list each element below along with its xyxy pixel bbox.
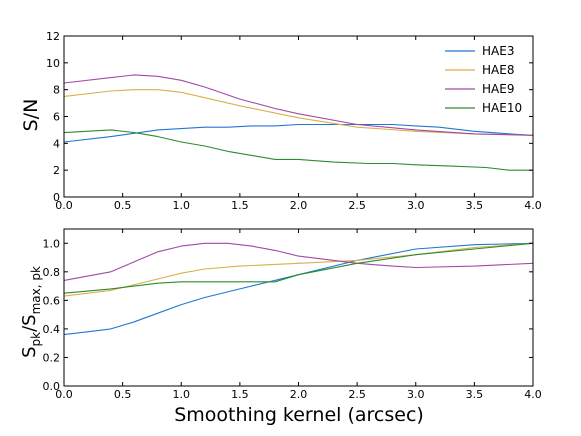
bottom-xtick-label: 3.5	[466, 388, 484, 401]
top-ytick-label: 8	[53, 84, 60, 97]
bottom-panel-peak-ratio: 0.0 0.5 1.0 1.5 2.0 2.5 3.0 3.5 4.0 0.0 0.2 0.4 0.6 0…	[43, 228, 542, 401]
legend-label-hae8: HAE8	[482, 63, 514, 77]
top-xtick-label: 1.5	[231, 199, 249, 212]
bottom-xlabel: Smoothing kernel (arcsec)	[174, 404, 424, 426]
top-series-line-hae10	[63, 129, 533, 171]
bottom-ylabel-s1: S	[19, 346, 40, 357]
top-xtick-label: 2.5	[348, 199, 366, 212]
top-xtick-label: 0.0	[55, 199, 73, 212]
bottom-ylabel: Spk/Smax, pk	[19, 266, 43, 358]
bottom-series-line-hae9	[63, 242, 534, 281]
bottom-ylabel-sub2: max, pk	[29, 266, 43, 314]
top-xtick-label: 3.0	[407, 199, 425, 212]
bottom-xtick-label: 1.0	[173, 388, 191, 401]
legend-label-hae9: HAE9	[482, 82, 514, 96]
legend-label-hae10: HAE10	[482, 101, 522, 115]
top-panel-sn: 0.0 0.5 1.0 1.5 2.0 2.5 3.0 3.5 4.0 0 2 4 6 8 10 12 HAE3…	[46, 30, 542, 212]
bottom-ylabel-slash: /S	[19, 314, 40, 332]
bottom-xtick-label: 4.0	[524, 388, 542, 401]
bottom-xtick-label: 0.0	[55, 388, 73, 401]
bottom-series-line-hae3	[63, 242, 534, 336]
top-ytick-label: 2	[53, 164, 60, 177]
top-xtick-label: 3.5	[466, 199, 484, 212]
top-series-line-hae3	[63, 123, 534, 143]
top-xtick-label: 2.0	[290, 199, 308, 212]
top-ytick-label: 4	[53, 137, 60, 150]
top-ytick-label: 6	[53, 111, 60, 124]
bottom-axes-frame	[63, 228, 534, 387]
bottom-xtick-label: 2.0	[290, 388, 308, 401]
bottom-xtick-label: 3.0	[407, 388, 425, 401]
top-ytick-label: 0	[53, 191, 60, 204]
bottom-ytick-label: 0.6	[43, 294, 61, 307]
top-xtick-label: 0.5	[114, 199, 132, 212]
top-axes-frame	[63, 35, 534, 198]
top-series-line-hae9	[63, 74, 534, 136]
top-ytick-label: 10	[46, 57, 60, 70]
bottom-ytick-label: 0.8	[43, 266, 61, 279]
top-series-line-hae8	[63, 89, 534, 136]
top-ytick-label: 12	[46, 30, 60, 43]
top-ylabel: S/N	[20, 99, 42, 132]
bottom-xtick-label: 2.5	[348, 388, 366, 401]
bottom-ylabel-sub1: pk	[29, 332, 43, 347]
bottom-ytick-label: 0.0	[43, 380, 61, 393]
bottom-series-line-hae8	[63, 242, 534, 297]
bottom-xtick-label: 0.5	[114, 388, 132, 401]
bottom-series-line-hae10	[63, 242, 534, 294]
top-xtick-label: 1.0	[173, 199, 191, 212]
bottom-ytick-label: 1.0	[43, 237, 61, 250]
legend-label-hae3: HAE3	[482, 44, 514, 58]
bottom-ytick-label: 0.4	[43, 323, 61, 336]
bottom-xtick-label: 1.5	[231, 388, 249, 401]
bottom-ytick-label: 0.2	[43, 351, 61, 364]
top-xtick-label: 4.0	[524, 199, 542, 212]
